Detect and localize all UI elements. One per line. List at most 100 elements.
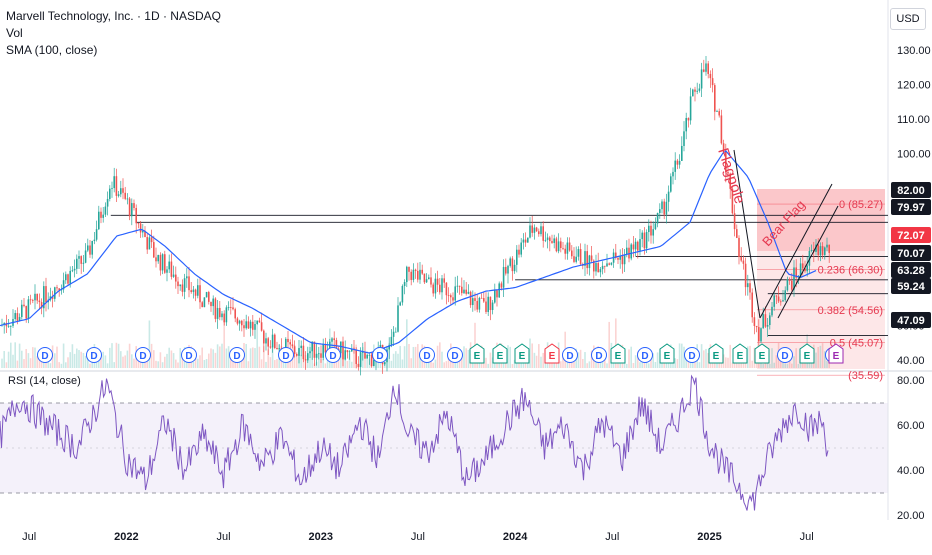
earnings-marker[interactable] bbox=[659, 343, 675, 364]
candle-body bbox=[38, 300, 41, 303]
earnings-marker[interactable] bbox=[514, 343, 530, 364]
earnings-marker[interactable] bbox=[544, 343, 560, 364]
candle-body bbox=[241, 320, 243, 326]
volume-bar bbox=[111, 343, 113, 368]
candle-body bbox=[562, 247, 564, 249]
volume-bar bbox=[782, 358, 784, 368]
volume-bar bbox=[425, 358, 428, 368]
volume-bar bbox=[683, 346, 685, 368]
dividend-marker[interactable] bbox=[419, 347, 435, 363]
volume-bar bbox=[172, 353, 175, 368]
candle-body bbox=[7, 325, 10, 327]
volume-bar bbox=[430, 361, 432, 368]
candle-body bbox=[258, 320, 261, 323]
volume-bar bbox=[463, 346, 465, 368]
dividend-marker[interactable] bbox=[562, 347, 578, 363]
candle-body bbox=[740, 257, 742, 261]
volume-bar bbox=[252, 347, 254, 368]
dividend-marker[interactable] bbox=[777, 347, 793, 363]
candle-body bbox=[705, 63, 707, 72]
dividend-marker[interactable] bbox=[447, 347, 463, 363]
dividend-marker[interactable] bbox=[637, 347, 653, 363]
candle-body bbox=[788, 279, 791, 281]
dividend-marker[interactable] bbox=[325, 347, 341, 363]
dividend-marker[interactable] bbox=[86, 347, 102, 363]
dividend-marker[interactable] bbox=[181, 347, 197, 363]
candle-body bbox=[727, 172, 729, 174]
volume-bar bbox=[177, 362, 179, 368]
earnings-marker[interactable] bbox=[610, 343, 626, 364]
volume-bar bbox=[685, 357, 687, 368]
candle-body bbox=[821, 246, 824, 256]
volume-bar bbox=[265, 361, 267, 368]
candle-body bbox=[166, 269, 168, 273]
candle-body bbox=[421, 269, 423, 274]
candle-body bbox=[155, 257, 157, 262]
volume-bar bbox=[159, 352, 162, 368]
candle-body bbox=[786, 279, 789, 291]
price-badge bbox=[891, 245, 931, 261]
volume-bar bbox=[606, 363, 608, 368]
candle-body bbox=[507, 265, 509, 274]
earnings-marker[interactable] bbox=[469, 343, 485, 364]
volume-bar bbox=[403, 346, 406, 368]
volume-bar bbox=[166, 353, 168, 368]
dividend-marker[interactable] bbox=[372, 347, 388, 363]
volume-bar bbox=[320, 358, 322, 368]
candle-body bbox=[509, 258, 511, 266]
candle-body bbox=[40, 302, 43, 309]
volume-bar bbox=[793, 356, 795, 368]
candle-body bbox=[626, 247, 628, 255]
candle-body bbox=[126, 198, 129, 200]
candle-body bbox=[599, 269, 602, 273]
dividend-marker[interactable] bbox=[591, 347, 607, 363]
volume-bar bbox=[804, 362, 806, 368]
candle-body bbox=[557, 241, 560, 252]
candle-body bbox=[274, 334, 276, 349]
volume-bar bbox=[808, 362, 811, 368]
volume-bar bbox=[634, 355, 637, 368]
candle-body bbox=[106, 198, 109, 207]
candle-body bbox=[146, 237, 148, 250]
candle-body bbox=[538, 231, 540, 235]
candle-body bbox=[577, 249, 580, 257]
rsi-label: RSI (14, close) bbox=[8, 375, 81, 387]
candle-body bbox=[681, 145, 683, 161]
earnings-marker[interactable] bbox=[732, 343, 748, 364]
currency-button[interactable]: USD bbox=[890, 8, 926, 30]
volume-bar bbox=[478, 362, 481, 368]
dividend-marker[interactable] bbox=[684, 347, 700, 363]
fib-label: (35.59) bbox=[848, 370, 883, 382]
candle-body bbox=[320, 353, 322, 358]
candle-body bbox=[443, 278, 445, 283]
earnings-marker[interactable] bbox=[828, 343, 844, 364]
candle-body bbox=[67, 274, 69, 284]
candle-body bbox=[571, 250, 573, 257]
candle-body bbox=[388, 344, 390, 350]
volume-bar bbox=[210, 348, 212, 368]
candle-body bbox=[467, 291, 470, 294]
event-markers[interactable]: DDDDDDDDDDEEEEDDEDEDEEEDEDE bbox=[37, 343, 844, 364]
earnings-marker[interactable] bbox=[799, 343, 815, 364]
dividend-marker[interactable] bbox=[135, 347, 151, 363]
volume-bar bbox=[535, 355, 538, 368]
volume-bar bbox=[419, 352, 421, 368]
earnings-marker[interactable] bbox=[492, 343, 508, 364]
candle-body bbox=[797, 276, 800, 278]
dividend-marker[interactable] bbox=[278, 347, 294, 363]
candle-body bbox=[322, 344, 324, 358]
candle-body bbox=[291, 344, 294, 347]
earnings-marker[interactable] bbox=[754, 343, 770, 364]
candle-body bbox=[243, 325, 245, 329]
candle-body bbox=[414, 269, 417, 271]
volume-bar bbox=[58, 362, 60, 368]
candle-body bbox=[247, 321, 250, 329]
volume-legend[interactable]: Vol bbox=[6, 26, 23, 40]
candle-body bbox=[483, 298, 485, 302]
sma-legend[interactable]: SMA (100, close) bbox=[6, 43, 98, 57]
dividend-marker[interactable] bbox=[229, 347, 245, 363]
dividend-marker[interactable] bbox=[37, 347, 53, 363]
earnings-marker[interactable] bbox=[708, 343, 724, 364]
